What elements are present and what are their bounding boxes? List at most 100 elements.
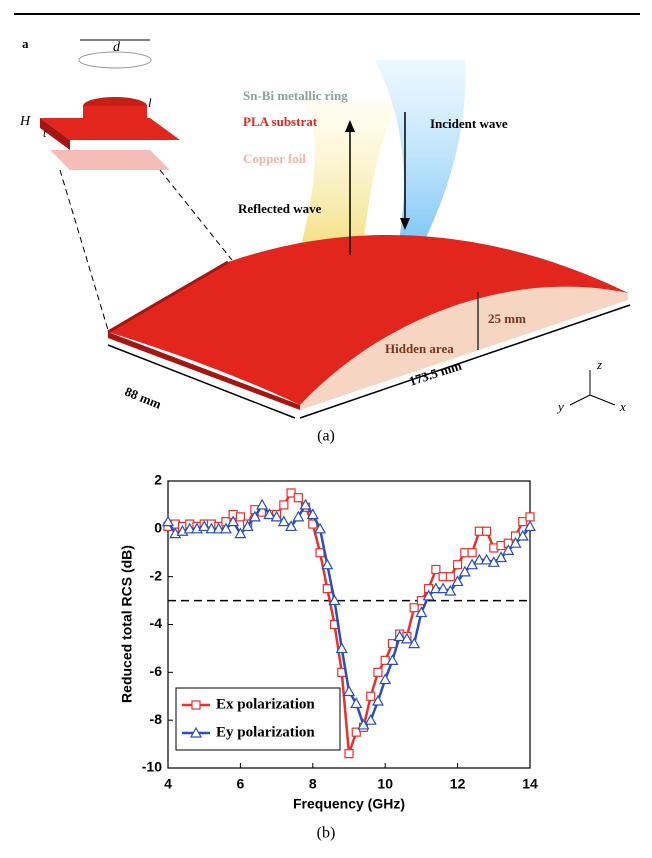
marker bbox=[458, 565, 471, 577]
marker bbox=[293, 493, 303, 503]
marker bbox=[227, 515, 240, 527]
dim-label: t bbox=[43, 126, 47, 140]
marker bbox=[241, 520, 254, 532]
marker bbox=[198, 520, 211, 532]
legend-label: Ex polarization bbox=[216, 696, 315, 712]
marker bbox=[393, 630, 406, 642]
marker bbox=[299, 498, 312, 510]
marker bbox=[342, 685, 356, 697]
marker bbox=[451, 575, 464, 587]
marker bbox=[219, 522, 232, 534]
legend-marker bbox=[191, 700, 201, 710]
marker bbox=[445, 572, 455, 582]
marker bbox=[277, 515, 290, 527]
marker bbox=[422, 589, 435, 601]
marker bbox=[467, 548, 477, 558]
label: Copper foil bbox=[243, 151, 306, 166]
caption: (a) bbox=[317, 428, 335, 445]
marker bbox=[518, 517, 528, 527]
marker bbox=[322, 584, 332, 594]
y-tick-label: -10 bbox=[142, 759, 162, 775]
marker bbox=[335, 642, 348, 654]
marker bbox=[183, 522, 196, 534]
marker bbox=[279, 500, 289, 510]
x-tick-label: 6 bbox=[237, 776, 245, 792]
axis-glyph: y bbox=[556, 399, 564, 414]
marker bbox=[437, 582, 450, 594]
legend-label: Ey polarization bbox=[216, 724, 315, 740]
marker bbox=[205, 522, 218, 534]
marker bbox=[379, 673, 392, 685]
marker bbox=[328, 594, 341, 606]
marker bbox=[256, 498, 269, 510]
marker bbox=[364, 713, 377, 725]
x-tick-label: 12 bbox=[450, 776, 466, 792]
illustration bbox=[40, 39, 631, 419]
marker bbox=[429, 582, 442, 594]
marker bbox=[516, 529, 529, 541]
marker bbox=[351, 727, 361, 737]
marker bbox=[495, 551, 508, 563]
x-tick-label: 8 bbox=[309, 776, 317, 792]
marker bbox=[431, 564, 441, 575]
marker bbox=[292, 510, 305, 522]
x-axis-label: Frequency (GHz) bbox=[293, 796, 405, 812]
y-tick-label: 2 bbox=[154, 472, 162, 488]
marker bbox=[400, 632, 413, 644]
marker bbox=[212, 522, 225, 534]
label: Sn-Bi metallic ring bbox=[243, 88, 348, 103]
marker bbox=[248, 510, 261, 522]
panel-label: a bbox=[22, 36, 29, 51]
marker bbox=[344, 749, 354, 759]
marker bbox=[386, 654, 399, 665]
y-axis-label: Reduced total RCS (dB) bbox=[119, 545, 135, 703]
marker bbox=[285, 520, 298, 532]
marker bbox=[286, 488, 296, 498]
marker bbox=[509, 536, 522, 548]
marker bbox=[453, 560, 463, 570]
marker bbox=[480, 553, 493, 565]
label: 25 mm bbox=[488, 311, 526, 326]
marker bbox=[502, 544, 515, 555]
label: Reflected wave bbox=[238, 201, 322, 216]
y-tick-label: 0 bbox=[154, 520, 162, 536]
label: Hidden area bbox=[385, 341, 454, 356]
y-tick-label: -6 bbox=[150, 663, 163, 679]
marker bbox=[481, 526, 492, 536]
marker bbox=[473, 553, 486, 565]
marker bbox=[315, 548, 325, 558]
marker bbox=[306, 508, 319, 520]
y-tick-label: -8 bbox=[150, 711, 163, 727]
axis-glyph: x bbox=[619, 399, 626, 414]
marker bbox=[234, 527, 247, 539]
marker bbox=[314, 522, 327, 534]
y-tick-label: -4 bbox=[150, 615, 163, 631]
marker bbox=[525, 512, 535, 522]
marker bbox=[444, 584, 457, 596]
marker bbox=[373, 667, 383, 677]
marker bbox=[523, 520, 537, 532]
axis-glyph: z bbox=[596, 357, 602, 372]
x-tick-label: 4 bbox=[164, 776, 172, 792]
caption: (b) bbox=[317, 825, 336, 842]
marker bbox=[161, 515, 175, 527]
marker bbox=[371, 694, 384, 706]
marker bbox=[409, 603, 419, 613]
legend-marker bbox=[189, 726, 203, 738]
marker bbox=[321, 558, 334, 570]
label: Incident wave bbox=[430, 116, 508, 131]
marker bbox=[366, 691, 376, 701]
dim-label: l bbox=[148, 95, 152, 110]
label: PLA substrat bbox=[243, 114, 318, 129]
marker bbox=[408, 637, 421, 649]
x-tick-label: 10 bbox=[377, 776, 393, 792]
legend-box bbox=[175, 687, 341, 751]
dim-label: H bbox=[19, 114, 31, 129]
x-tick-label: 14 bbox=[522, 776, 538, 792]
marker bbox=[235, 512, 245, 522]
y-tick-label: -2 bbox=[150, 567, 163, 583]
dim-label: d bbox=[113, 40, 121, 55]
marker bbox=[415, 606, 428, 618]
label: 88 mm bbox=[123, 384, 164, 412]
